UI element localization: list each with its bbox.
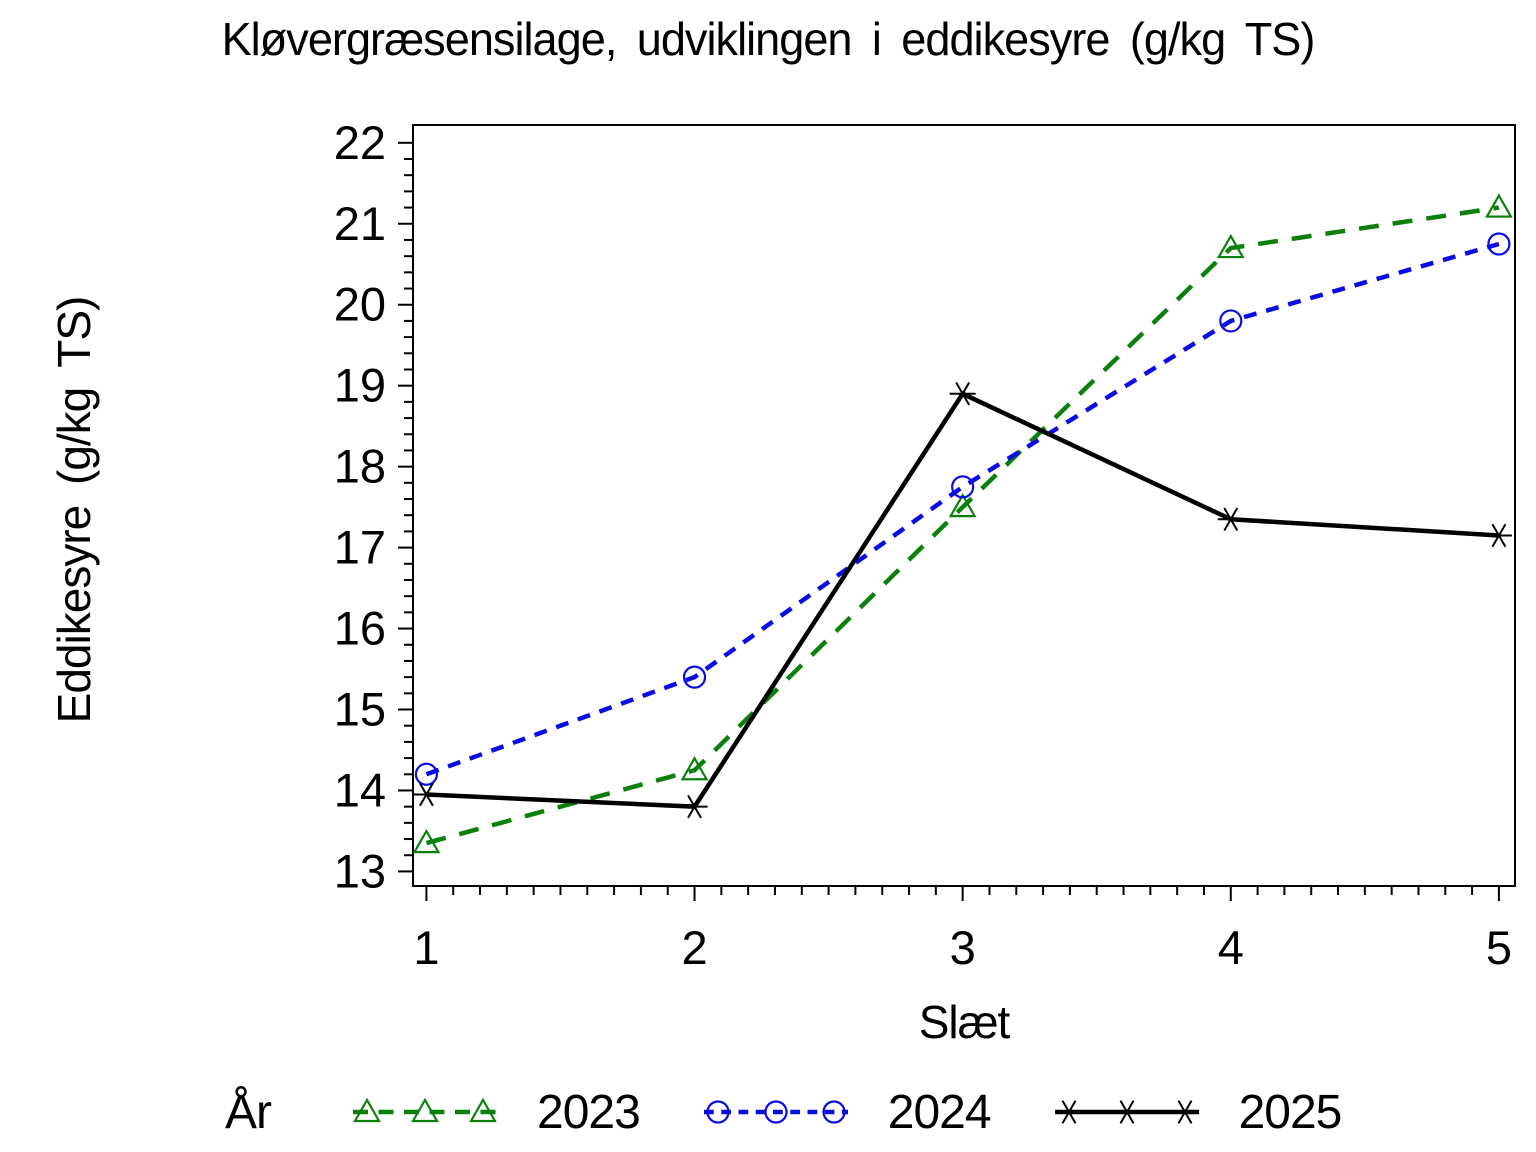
legend-swatch-circle [703, 1100, 848, 1124]
y-tick-label: 17 [334, 521, 386, 574]
x-tick-label: 3 [950, 921, 976, 974]
legend: År 2023 2024 2025 [225, 1076, 1342, 1148]
series-line [425, 205, 1500, 846]
circle-marker [764, 1100, 788, 1124]
legend-label: 2023 [537, 1085, 641, 1139]
star-marker [413, 782, 440, 807]
y-tick-label: 13 [334, 844, 386, 897]
star-marker [949, 382, 976, 406]
triangle-marker [948, 492, 977, 518]
legend-swatch-triangle [353, 1097, 497, 1123]
x-tick-label: 2 [681, 921, 707, 974]
y-axis: 13 14 15 16 17 18 19 20 21 22 [334, 116, 413, 897]
star-marker [1171, 1100, 1198, 1124]
y-tick-label: 22 [334, 116, 386, 169]
chart-title: Kløvergræsensilage, udviklingen i eddike… [221, 13, 1316, 65]
series-2025 [413, 382, 1512, 819]
triangle-marker [412, 828, 441, 854]
y-tick-label: 15 [334, 683, 386, 736]
legend-entry-2023: 2023 [351, 1085, 641, 1140]
series-line [426, 390, 1500, 809]
y-tick-label: 18 [334, 440, 386, 493]
x-tick-label: 4 [1218, 921, 1244, 974]
legend-entry-2025: 2025 [1053, 1085, 1342, 1140]
legend-title: År [225, 1085, 272, 1139]
legend-entry-2024: 2024 [702, 1085, 992, 1140]
series-line [425, 241, 1500, 777]
star-marker [1485, 523, 1512, 548]
circle-marker [414, 762, 439, 786]
circle-marker [1487, 232, 1511, 256]
legend-swatch-star [1054, 1100, 1199, 1124]
x-axis-title: Slæt [918, 996, 1011, 1048]
star-marker [681, 794, 708, 819]
star-marker [1055, 1100, 1082, 1124]
triangle-marker [469, 1097, 497, 1123]
x-axis: 1 2 3 4 5 [413, 886, 1512, 974]
x-tick-label: 5 [1486, 921, 1512, 974]
triangle-marker [680, 756, 709, 781]
y-tick-label: 19 [334, 359, 386, 412]
legend-label: 2025 [1238, 1085, 1343, 1139]
triangle-marker [353, 1097, 381, 1123]
series-2024 [414, 232, 1511, 786]
series-2023 [412, 193, 1513, 854]
circle-marker [822, 1100, 846, 1124]
circle-marker [706, 1100, 730, 1124]
legend-label: 2024 [887, 1085, 992, 1139]
y-tick-label: 14 [334, 763, 386, 816]
circle-marker [1219, 309, 1243, 333]
y-tick-label: 21 [334, 197, 386, 250]
triangle-marker [1485, 193, 1513, 218]
y-tick-label: 16 [334, 602, 386, 655]
triangle-marker [1216, 233, 1245, 259]
circle-marker [951, 475, 975, 499]
star-marker [1217, 507, 1244, 532]
y-tick-label: 20 [334, 278, 386, 331]
plot-frame [412, 124, 1516, 887]
circle-marker [682, 665, 707, 689]
x-tick-label: 1 [413, 921, 439, 974]
triangle-marker [411, 1097, 439, 1123]
star-marker [1113, 1100, 1140, 1124]
